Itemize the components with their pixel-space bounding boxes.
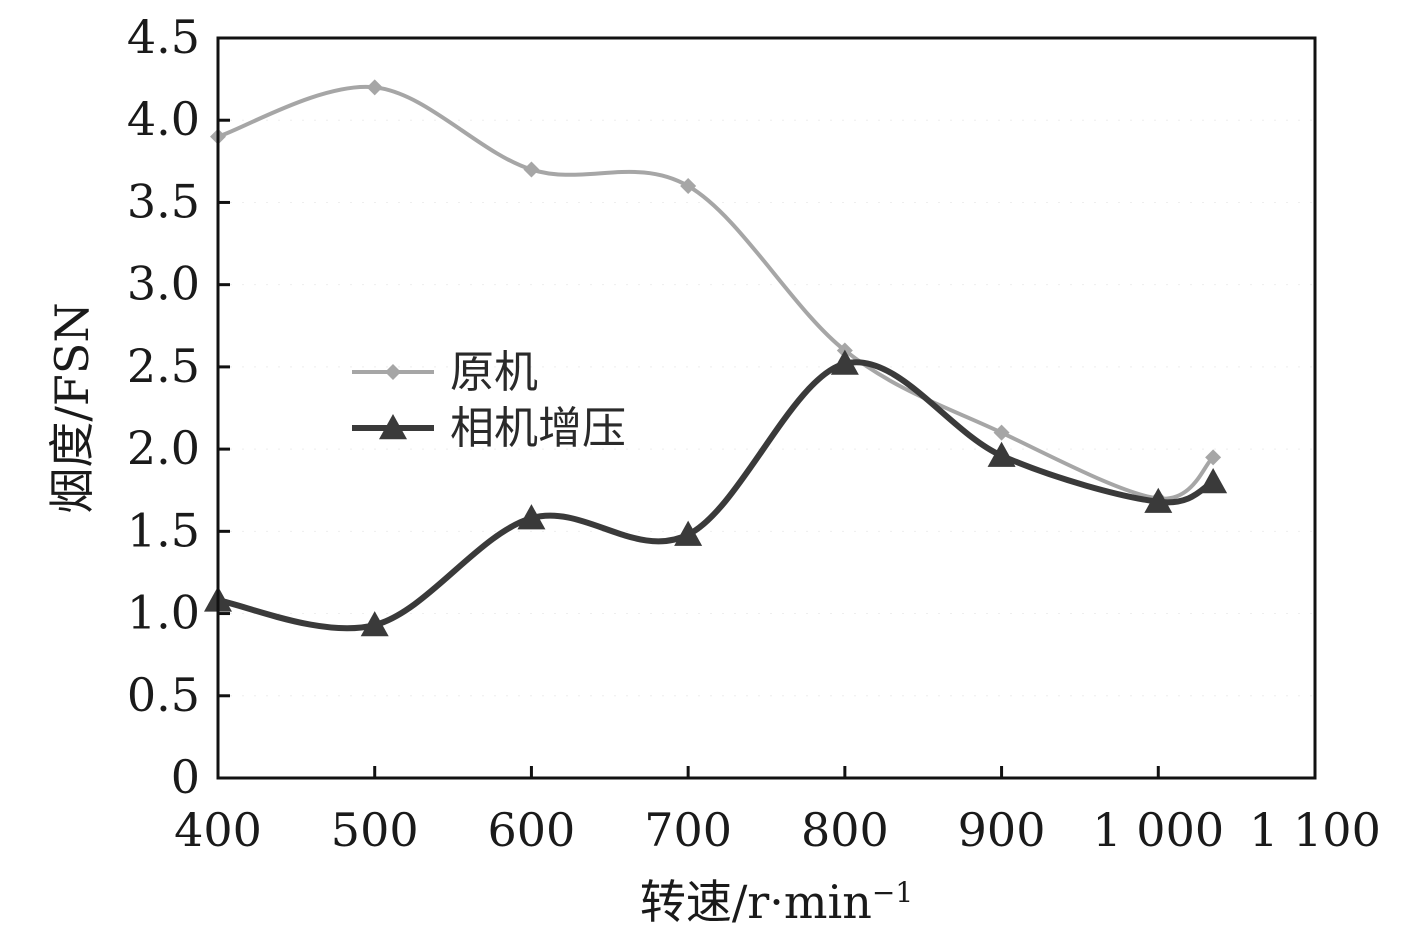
x-tick-label: 500 xyxy=(331,803,419,857)
y-tick-label: 3.5 xyxy=(127,174,200,228)
data-point xyxy=(517,504,546,530)
x-axis-title-superscript: −1 xyxy=(872,876,913,909)
data-point xyxy=(830,349,859,375)
legend-marker xyxy=(379,414,407,440)
axis-ticks: 0 0.5 1.0 1.5 2.0 2.5 3.0 3.5 4.0 4.5 400 500 600 700… xyxy=(127,10,1381,857)
x-tick-label: 800 xyxy=(801,803,889,857)
series-line xyxy=(217,359,1215,632)
data-point xyxy=(987,441,1016,467)
data-point xyxy=(523,161,540,178)
data-point xyxy=(366,79,383,96)
y-tick-label: 4.5 xyxy=(127,10,200,64)
legend-marker xyxy=(385,364,401,380)
gridlines xyxy=(218,119,1315,697)
x-tick-label: 700 xyxy=(644,803,732,857)
data-point xyxy=(993,424,1010,441)
y-tick-label: 2.5 xyxy=(127,339,200,393)
y-axis-title: 烟度/FSN xyxy=(45,302,99,513)
y-tick-label: 1.0 xyxy=(127,586,200,640)
series-layer xyxy=(204,79,1228,637)
series-line xyxy=(217,84,1215,501)
y-tick-label: 4.0 xyxy=(127,92,200,146)
data-point xyxy=(680,178,697,194)
x-tick-label: 400 xyxy=(174,803,262,857)
y-tick-label: 1.5 xyxy=(127,503,200,557)
data-point xyxy=(1205,449,1222,466)
legend-label: 原机 xyxy=(450,347,538,398)
series-1 xyxy=(210,79,1222,507)
series-2 xyxy=(204,349,1228,637)
y-tick-label: 2.0 xyxy=(127,421,200,475)
y-tick-label: 3.0 xyxy=(127,257,200,311)
legend-label: 相机增压 xyxy=(450,403,626,454)
x-axis-title: 转速/r·min−1 xyxy=(640,875,913,929)
x-tick-label: 900 xyxy=(958,803,1046,857)
data-point xyxy=(1199,468,1228,494)
data-point xyxy=(1144,487,1173,513)
plot-frame xyxy=(216,36,1317,780)
x-tick-label: 1 000 xyxy=(1092,803,1224,857)
y-tick-label: 0.5 xyxy=(127,668,200,722)
x-axis-title-main: 转速/r·min xyxy=(640,875,872,929)
y-tick-label: 0 xyxy=(171,750,200,804)
data-point xyxy=(674,520,703,546)
x-tick-label: 600 xyxy=(488,803,576,857)
data-point xyxy=(360,611,389,637)
x-tick-label: 1 100 xyxy=(1249,803,1381,857)
